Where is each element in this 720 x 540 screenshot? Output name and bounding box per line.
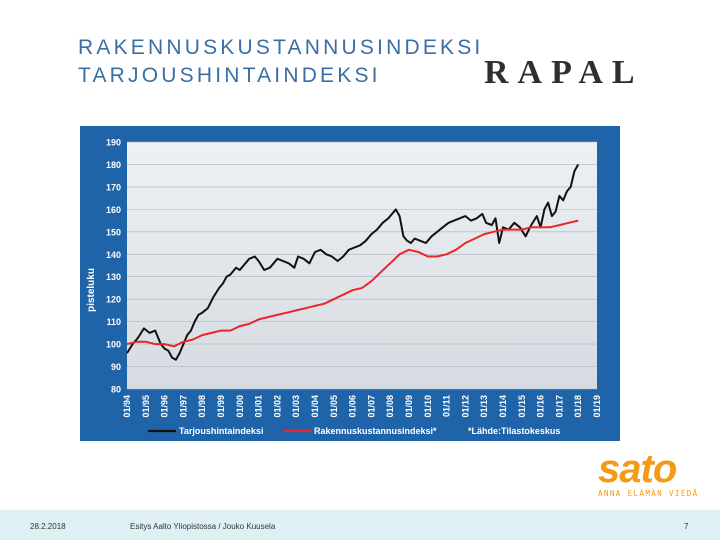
x-tick-label: 01/98 — [197, 395, 207, 418]
y-tick-label: 150 — [106, 227, 121, 237]
series-line-tarjoushintaindeksi — [126, 164, 580, 361]
x-tick-label: 01/19 — [592, 395, 602, 418]
x-tick-label: 01/16 — [536, 395, 546, 418]
x-tick-label: 01/96 — [160, 395, 170, 418]
y-tick-label: 80 — [111, 385, 121, 395]
sato-logo-word: sato — [598, 447, 677, 491]
y-tick-label: 180 — [106, 160, 121, 170]
x-tick-label: 01/11 — [442, 395, 452, 417]
title-line-2: TARJOUSHINTAINDEKSI — [78, 64, 381, 87]
y-tick-label: 160 — [106, 205, 121, 215]
x-tick-label: 01/10 — [423, 395, 433, 418]
y-tick-label: 100 — [106, 340, 121, 350]
footer-presentation-text: Esitys Aalto Yliopistossa / Jouko Kuusel… — [130, 522, 276, 531]
source-note: *Lähde:Tilastokeskus — [468, 426, 560, 436]
footer-bar: 28.2.2018 Esitys Aalto Yliopistossa / Jo… — [0, 510, 720, 540]
sato-logo: sato ANNA ELÄMÄN VIEDÄ — [598, 447, 706, 498]
x-tick-label: 01/00 — [235, 395, 245, 418]
x-tick-label: 01/06 — [348, 395, 358, 418]
footer-date: 28.2.2018 — [30, 522, 66, 531]
page-number: 7 — [684, 522, 689, 531]
sato-logo-tagline: ANNA ELÄMÄN VIEDÄ — [598, 489, 699, 498]
y-tick-label: 110 — [106, 317, 121, 327]
y-tick-label: 140 — [106, 250, 121, 260]
x-tick-label: 01/17 — [554, 395, 564, 418]
series-line-rakennuskustannusindeksi — [126, 219, 579, 348]
x-tick-label: 01/13 — [479, 395, 489, 418]
x-tick-label: 01/02 — [272, 395, 282, 418]
title-line-1: RAKENNUSKUSTANNUSINDEKSI — [78, 36, 484, 59]
x-tick-label: 01/97 — [178, 395, 188, 418]
x-tick-label: 01/04 — [310, 395, 320, 418]
plot-area — [127, 142, 597, 389]
index-line-chart: 80 90 100 110 120 130 140 150 160 170 180 190 01/94… — [80, 126, 620, 441]
y-tick-label: 130 — [106, 272, 121, 282]
chart-legend: Tarjoushintaindeksi Rakennuskustannusind… — [148, 426, 560, 436]
y-tick-label: 190 — [106, 138, 121, 148]
x-tick-label: 01/05 — [329, 395, 339, 418]
x-tick-label: 01/07 — [366, 395, 376, 418]
y-axis-label: pisteluku — [86, 268, 97, 312]
x-tick-label: 01/08 — [385, 395, 395, 418]
x-tick-label: 01/94 — [122, 395, 132, 418]
rapal-logo: RAPAL — [484, 54, 644, 91]
x-tick-label: 01/03 — [291, 395, 301, 418]
x-tick-label: 01/01 — [254, 395, 264, 418]
y-tick-label: 170 — [106, 182, 121, 192]
x-tick-label: 01/95 — [141, 395, 151, 418]
x-tick-label: 01/99 — [216, 395, 226, 418]
legend-label-rakennus: Rakennuskustannusindeksi* — [314, 426, 437, 436]
y-tick-label: 120 — [106, 295, 121, 305]
x-tick-label: 01/18 — [573, 395, 583, 418]
legend-label-tarjous: Tarjoushintaindeksi — [179, 426, 263, 436]
x-tick-label: 01/15 — [517, 395, 527, 418]
x-tick-label: 01/09 — [404, 395, 414, 418]
x-tick-label: 01/12 — [460, 395, 470, 418]
x-tick-label: 01/14 — [498, 395, 508, 418]
y-tick-label: 90 — [111, 362, 121, 372]
